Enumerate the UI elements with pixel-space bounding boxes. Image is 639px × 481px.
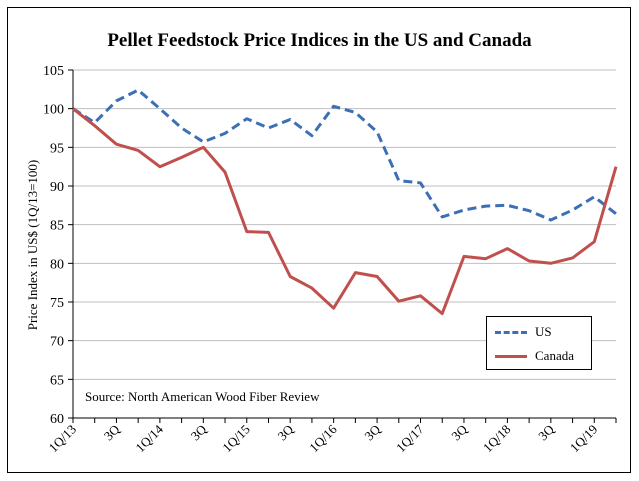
x-tick-label: 1Q/17	[393, 421, 427, 455]
y-tick-label: 100	[43, 103, 64, 118]
legend-swatch-canada	[495, 355, 527, 358]
x-tick-label: 1Q/15	[219, 422, 253, 456]
y-tick-label: 80	[50, 257, 64, 272]
x-tick-label: 3Q	[101, 421, 123, 443]
source-note: Source: North American Wood Fiber Review	[85, 389, 320, 404]
y-tick-label: 95	[50, 141, 64, 156]
y-tick-label: 70	[50, 335, 64, 350]
series-line-canada	[72, 107, 618, 316]
x-tick-label: 3Q	[188, 421, 210, 443]
y-tick-labels: 60 65 70 75 80 85 90 95 100 105	[43, 64, 64, 427]
y-tick-label: 60	[50, 412, 64, 427]
x-tick-label: 1Q/16	[306, 421, 340, 455]
legend-swatch-us	[495, 331, 527, 334]
gridlines	[73, 69, 616, 419]
x-tick-label: 3Q	[535, 421, 557, 443]
x-tick-label: 3Q	[361, 421, 383, 443]
x-tick-label: 3Q	[274, 421, 296, 443]
y-tick-label: 90	[50, 180, 64, 195]
legend: US Canada	[486, 316, 592, 370]
y-tick-label: 75	[50, 296, 64, 311]
x-tick-label: 3Q	[448, 421, 470, 443]
chart-title: Pellet Feedstock Price Indices in the US…	[107, 30, 532, 51]
y-tick-label: 105	[43, 64, 64, 79]
x-tick-labels: 1Q/13 3Q 1Q/14 3Q 1Q/15 3Q 1Q/16 3Q 1Q/17 3Q 1Q/18…	[46, 421, 601, 455]
chart-frame	[7, 7, 631, 473]
series-lines	[72, 88, 618, 316]
legend-label-canada: Canada	[535, 348, 574, 363]
y-tick-label: 65	[50, 373, 64, 388]
x-tick-label: 1Q/19	[567, 422, 601, 456]
x-tick-label: 1Q/14	[132, 421, 166, 455]
series-line-us	[72, 88, 617, 222]
axes	[68, 69, 617, 423]
y-tick-label: 85	[50, 219, 64, 234]
legend-label-us: US	[535, 324, 552, 339]
x-tick-label: 1Q/18	[480, 422, 514, 456]
